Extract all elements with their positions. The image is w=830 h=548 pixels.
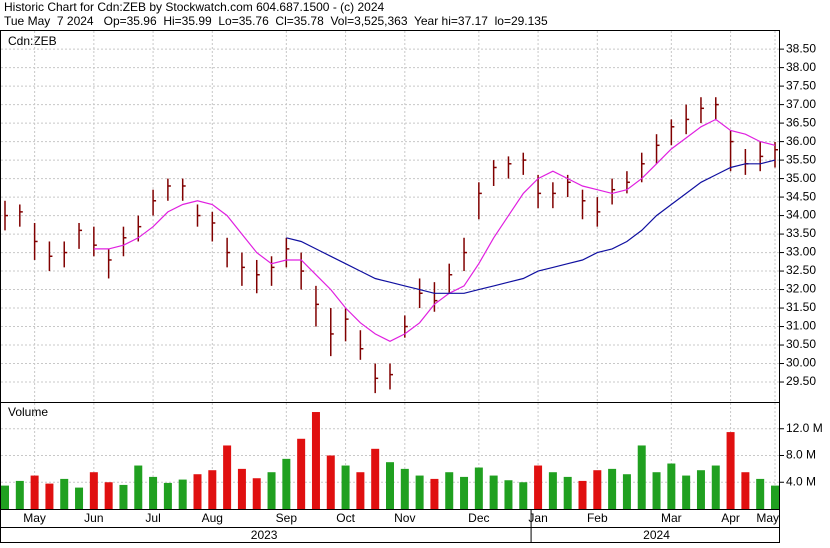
volume-bar: [297, 438, 306, 509]
volume-bar: [223, 445, 232, 509]
year-label: 2024: [643, 528, 670, 542]
volume-bar: [311, 412, 320, 509]
chart-title: Historic Chart for Cdn:ZEB by Stockwatch…: [4, 0, 384, 14]
y2-tick-label: 4.0 M: [786, 474, 816, 488]
volume-bar: [89, 472, 98, 509]
volume-bar: [430, 478, 439, 509]
y-tick-label: 37.00: [786, 97, 816, 111]
volume-bar: [193, 474, 202, 509]
x-tick-label: May: [23, 511, 46, 525]
volume-bar: [252, 478, 261, 509]
y-tick-label: 31.50: [786, 300, 816, 314]
volume-bar: [104, 482, 113, 509]
y-tick-label: 38.50: [786, 41, 816, 55]
y-tick-label: 33.50: [786, 226, 816, 240]
y-tick-label: 35.50: [786, 152, 816, 166]
x-tick-label: Jul: [145, 511, 160, 525]
y2-tick-label: 12.0 M: [786, 421, 823, 435]
y-tick-label: 37.50: [786, 78, 816, 92]
volume-bar: [519, 482, 528, 509]
volume-bar: [341, 465, 350, 509]
volume-bar: [696, 470, 705, 509]
volume-bar: [415, 475, 424, 509]
y-tick-label: 34.00: [786, 208, 816, 222]
y-tick-label: 30.50: [786, 337, 816, 351]
y2-tick-label: 8.0 M: [786, 448, 816, 462]
volume-bar: [741, 472, 750, 509]
volume-bar: [563, 476, 572, 509]
x-tick-label: Sep: [276, 511, 298, 525]
volume-bar: [504, 480, 513, 509]
volume-bar: [756, 478, 765, 509]
y-tick-label: 32.50: [786, 263, 816, 277]
volume-bar: [371, 448, 380, 509]
volume-bar: [652, 472, 661, 509]
volume-bar: [726, 432, 735, 509]
x-tick-label: Dec: [468, 511, 489, 525]
volume-bar: [1, 485, 9, 509]
volume-bar: [622, 474, 631, 509]
y-tick-label: 38.00: [786, 60, 816, 74]
x-tick-label: Jan: [528, 511, 547, 525]
volume-bar: [178, 479, 187, 509]
y-tick-label: 33.00: [786, 245, 816, 259]
volume-bar: [445, 472, 454, 509]
chart-subtitle: Tue May 7 2024 Op=35.96 Hi=35.99 Lo=35.7…: [4, 14, 548, 28]
y-tick-label: 32.00: [786, 282, 816, 296]
symbol-label: Cdn:ZEB: [8, 34, 57, 48]
x-tick-label: Nov: [394, 511, 415, 525]
x-tick-label: Jun: [84, 511, 103, 525]
volume-bar: [682, 475, 691, 509]
x-tick-label: Mar: [661, 511, 682, 525]
volume-bar: [149, 476, 158, 509]
x-tick-label: Oct: [336, 511, 355, 525]
volume-bar: [711, 465, 720, 509]
y-tick-label: 36.50: [786, 115, 816, 129]
year-label: 2023: [251, 528, 278, 542]
volume-bar: [578, 480, 587, 509]
volume-bar: [75, 487, 84, 509]
volume-bar: [460, 476, 469, 509]
volume-bar: [282, 458, 291, 509]
y-tick-label: 36.00: [786, 134, 816, 148]
volume-bar: [15, 480, 24, 509]
volume-bar: [637, 445, 646, 509]
volume-bar: [326, 455, 335, 509]
volume-bar: [489, 475, 498, 509]
moving-average: [93, 118, 776, 342]
plot-layer: 29.50 30.00 30.50 31.00 31.50 32.00 32.50 33.00…: [1, 31, 823, 543]
volume-bar: [534, 465, 543, 509]
volume-bar: [119, 484, 128, 509]
volume-bar: [593, 470, 602, 509]
x-tick-label: Apr: [721, 511, 740, 525]
volume-bar: [208, 470, 217, 509]
volume-label: Volume: [8, 405, 48, 419]
y-tick-label: 34.50: [786, 189, 816, 203]
volume-bar: [30, 475, 39, 509]
volume-bar: [267, 472, 276, 509]
volume-bar: [608, 468, 617, 509]
volume-bar: [134, 465, 143, 509]
x-tick-label: May: [756, 511, 779, 525]
volume-bar: [474, 467, 483, 509]
volume-bar: [667, 463, 676, 509]
volume-bar: [771, 485, 779, 509]
volume-bar: [237, 468, 246, 509]
volume-bar: [60, 478, 69, 509]
y-tick-label: 31.00: [786, 319, 816, 333]
y-tick-label: 29.50: [786, 374, 816, 388]
x-tick-label: Feb: [587, 511, 608, 525]
volume-bar: [400, 468, 409, 509]
moving-average: [286, 159, 776, 294]
volume-bar: [356, 472, 365, 509]
volume-bar: [163, 482, 172, 509]
y-tick-label: 35.00: [786, 171, 816, 185]
x-tick-label: Aug: [202, 511, 223, 525]
y-tick-label: 30.00: [786, 356, 816, 370]
volume-bar: [386, 462, 394, 509]
volume-bar: [45, 483, 54, 509]
volume-bar: [548, 472, 557, 509]
